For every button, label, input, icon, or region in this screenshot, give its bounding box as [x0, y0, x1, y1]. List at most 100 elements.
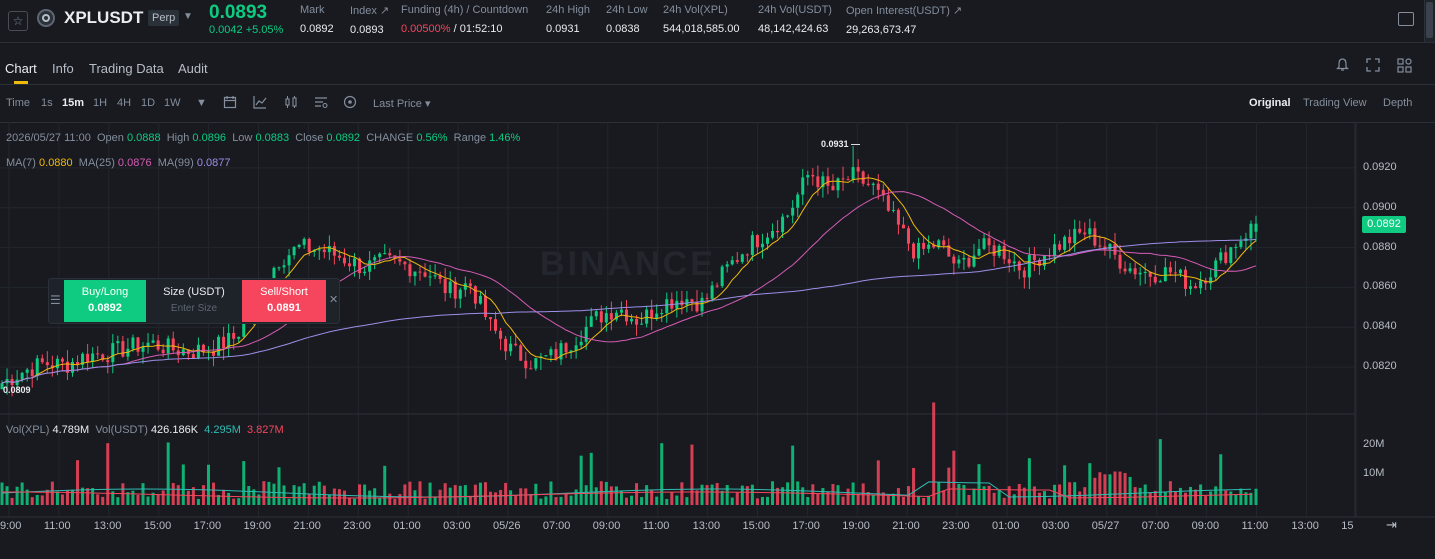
indicator-icon[interactable] [253, 95, 267, 112]
buy-long-button[interactable]: Buy/Long 0.0892 [64, 280, 146, 322]
price-change: 0.0042 +5.05% [209, 24, 284, 36]
volume-bar [1239, 488, 1243, 505]
price-chart[interactable] [0, 122, 1435, 558]
candle-body [171, 338, 175, 351]
volume-bar [937, 482, 941, 505]
candle-body [106, 360, 110, 363]
interval-1s[interactable]: 1s [41, 97, 53, 109]
favorite-star-icon[interactable]: ☆ [8, 11, 28, 31]
candle-body [1239, 240, 1243, 247]
volume-bar [614, 486, 618, 505]
volume-bar [237, 498, 241, 505]
size-input[interactable]: Size (USDT) Enter Size [163, 286, 225, 314]
candle-body [363, 271, 367, 274]
candle-body [15, 379, 19, 386]
interval-time[interactable]: Time [6, 97, 31, 109]
candle-body [912, 243, 916, 259]
layout-grid-icon[interactable] [1397, 58, 1412, 76]
candle-body [378, 253, 382, 258]
interval-1h[interactable]: 1H [93, 97, 108, 109]
bell-icon[interactable] [1336, 58, 1349, 75]
volume-bar [378, 497, 382, 505]
tab-chart[interactable]: Chart [5, 61, 37, 76]
calendar-icon[interactable] [223, 95, 237, 112]
candle-body [191, 354, 195, 359]
window-icon[interactable] [1398, 12, 1414, 26]
candle-body [428, 276, 432, 278]
target-icon[interactable] [343, 95, 357, 112]
volume-bar [1138, 487, 1142, 505]
candle-body [1118, 254, 1122, 269]
candle-body [982, 238, 986, 249]
view-depth[interactable]: Depth [1383, 97, 1413, 109]
scrollbar-thumb[interactable] [1426, 2, 1433, 38]
volume-bar [20, 482, 24, 505]
volume-bar [15, 486, 19, 505]
tab-info[interactable]: Info [52, 61, 74, 76]
sell-short-button[interactable]: Sell/Short 0.0891 [242, 280, 326, 322]
interval-dropdown-icon[interactable]: ▼ [196, 97, 207, 109]
candle-body [1224, 252, 1228, 264]
candle-body [1098, 245, 1102, 247]
volume-bar [791, 445, 795, 505]
candle-body [423, 272, 427, 277]
volume-bar [1244, 492, 1248, 505]
tab-audit[interactable]: Audit [178, 61, 208, 76]
volume-bar [886, 494, 890, 505]
volume-bar [212, 482, 216, 505]
interval-1w[interactable]: 1W [164, 97, 181, 109]
volume-bar [1093, 477, 1097, 505]
candle-body [776, 231, 780, 233]
candle-type-icon[interactable] [284, 95, 298, 112]
tab-trading-data[interactable]: Trading Data [89, 61, 164, 76]
chart-area[interactable] [0, 122, 1435, 559]
candle-body [579, 341, 583, 346]
candle-body [55, 358, 59, 369]
interval-1d[interactable]: 1D [141, 97, 156, 109]
view-trading-view[interactable]: Trading View [1303, 97, 1367, 109]
contract-type-badge: Perp [148, 10, 180, 26]
symbol-name[interactable]: XPLUSDT [64, 8, 144, 27]
volume-bar [433, 496, 437, 505]
candle-body [660, 313, 664, 315]
candle-body [222, 336, 226, 349]
candle-body [796, 194, 800, 208]
candle-body [1168, 267, 1172, 273]
time-tick-label: 13:00 [1291, 520, 1319, 532]
price-type-select[interactable]: Last Price ▾ [373, 98, 431, 110]
time-tick-label: 21:00 [293, 520, 321, 532]
volume-bar [504, 482, 508, 505]
close-icon[interactable]: ✕ [329, 294, 339, 306]
volume-bar [1158, 439, 1162, 505]
stat-open-interest[interactable]: Open Interest(USDT) ↗ 29,263,673.47 [846, 5, 963, 36]
volume-bar [932, 402, 936, 505]
volume-bar [156, 494, 160, 505]
volume-bar [740, 485, 744, 505]
candle-body [856, 167, 860, 172]
volume-bar [388, 493, 392, 505]
volume-bar [1058, 484, 1062, 505]
candle-body [891, 209, 895, 211]
view-original[interactable]: Original [1249, 97, 1291, 109]
fullscreen-icon[interactable] [1366, 58, 1380, 75]
candle-body [398, 258, 402, 262]
stat-index[interactable]: Index ↗ 0.0893 [350, 5, 390, 36]
candle-body [1178, 269, 1182, 274]
volume-bar [327, 495, 331, 505]
candle-body [1073, 228, 1077, 244]
symbol-dropdown-icon[interactable]: ▼ [183, 11, 193, 22]
interval-4h[interactable]: 4H [117, 97, 132, 109]
expand-axis-icon[interactable]: ⇥ [1386, 517, 1397, 532]
candle-body [589, 316, 593, 327]
candle-body [65, 361, 69, 373]
candle-body [161, 349, 165, 354]
candle-body [715, 285, 719, 287]
settings-list-icon[interactable] [314, 95, 328, 112]
volume-bar [363, 484, 367, 505]
ma99-line [1, 239, 1257, 384]
candle-body [1068, 236, 1072, 244]
volume-bar [232, 498, 236, 505]
volume-bar [952, 450, 956, 505]
interval-15m[interactable]: 15m [62, 97, 85, 109]
drag-handle-icon[interactable]: ☰ [50, 293, 61, 307]
